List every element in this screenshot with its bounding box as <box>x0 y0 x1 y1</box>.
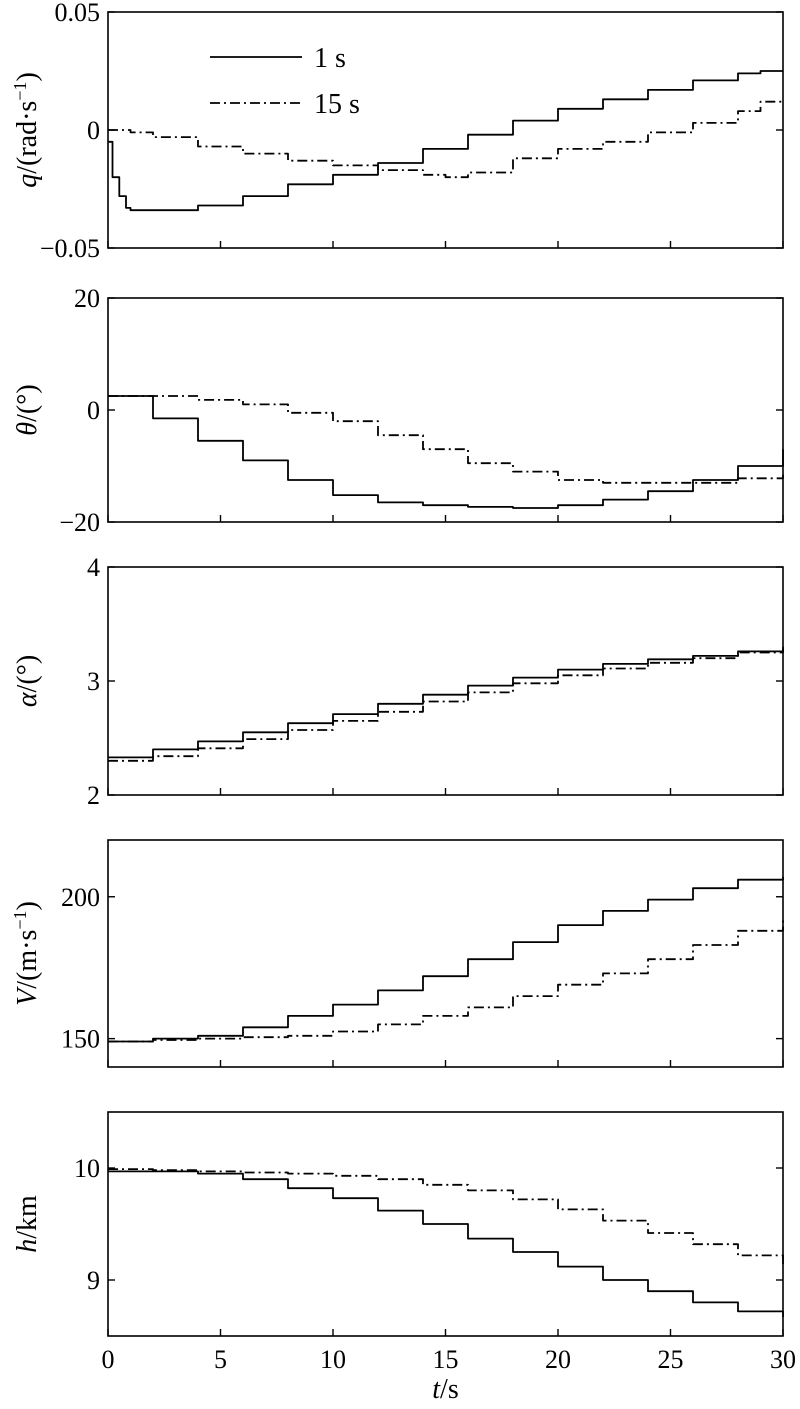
series-line-solid <box>108 70 783 212</box>
y-axis-label-unit: /(°) <box>12 655 43 693</box>
y-axis-label-unit: /(°) <box>12 384 43 422</box>
plot-frame <box>107 839 784 1068</box>
y-tick-label: −0.05 <box>40 234 100 263</box>
x-tick-label: 20 <box>545 1345 571 1374</box>
y-axis-label-close: ) <box>12 72 43 81</box>
y-tick-label: 9 <box>87 1266 100 1295</box>
series-line-dashdot <box>108 395 784 484</box>
series-line-dashdot <box>108 99 784 179</box>
y-tick-label: 200 <box>61 883 100 912</box>
series-line-solid <box>108 395 784 509</box>
x-axis-label-unit: /s <box>440 1374 459 1405</box>
y-tick-label: 0 <box>87 116 100 145</box>
y-tick-label: 3 <box>87 667 100 696</box>
panel-3: 2 3 4 α/(°) <box>12 553 784 810</box>
y-axis-label: θ/(°) <box>12 384 43 435</box>
panel-4: 150 200 V/(m·s−1) <box>10 839 784 1068</box>
y-axis-label-unit: /(m·s <box>12 930 43 989</box>
y-tick-label: 2 <box>87 781 100 810</box>
panel-2: −20 0 20 θ/(°) <box>12 284 784 537</box>
y-axis-label-close: ) <box>12 901 43 910</box>
x-tick-label: 0 <box>102 1345 115 1374</box>
series-line-solid <box>108 1170 784 1317</box>
y-tick-label: 4 <box>87 553 100 582</box>
x-tick-label: 30 <box>770 1345 796 1374</box>
y-axis-label-var: θ <box>12 422 43 436</box>
y-axis-label-unit: /(rad·s <box>12 101 43 174</box>
y-axis-label: h/km <box>12 1195 43 1253</box>
y-axis-label-sup: −1 <box>10 82 30 101</box>
y-axis-label: V/(m·s−1) <box>10 901 43 1006</box>
plot-frame <box>107 297 784 523</box>
series-line-dashdot <box>108 649 784 762</box>
x-axis-label-var: t <box>432 1374 441 1405</box>
y-tick-label: −20 <box>59 508 100 537</box>
legend: 1 s 15 s <box>210 43 360 120</box>
x-tick-label: 5 <box>214 1345 227 1374</box>
series-line-dashdot <box>108 916 784 1043</box>
plot-frame <box>107 11 784 249</box>
series-line-dashdot <box>108 1168 784 1266</box>
x-tick-label: 25 <box>658 1345 684 1374</box>
y-axis-label-var: h <box>12 1239 43 1253</box>
panel-5: 9 10 h/km 0 5 10 15 20 25 30 t/s <box>12 1111 796 1405</box>
plot-frame <box>107 566 784 796</box>
legend-label: 1 s <box>314 43 346 74</box>
y-tick-label: 0.05 <box>55 0 101 27</box>
legend-label: 15 s <box>314 89 360 120</box>
y-tick-label: 20 <box>74 284 100 313</box>
y-tick-label: 150 <box>61 1025 100 1054</box>
x-tick-label: 15 <box>433 1345 459 1374</box>
y-axis-label-var: q <box>12 174 43 188</box>
y-axis-label-unit: /km <box>12 1195 43 1239</box>
panel-1: −0.05 0 0.05 q/(rad·s−1) 1 s 15 s <box>10 0 784 263</box>
y-axis-label: α/(°) <box>12 655 43 707</box>
y-axis-label-sup: −1 <box>10 910 30 929</box>
x-axis-label: t/s <box>432 1374 458 1405</box>
y-tick-label: 0 <box>87 396 100 425</box>
y-axis-label-var: V <box>12 986 43 1006</box>
x-tick-label: 10 <box>320 1345 346 1374</box>
y-axis-label: q/(rad·s−1) <box>10 72 43 188</box>
y-tick-label: 10 <box>74 1154 100 1183</box>
series-line-solid <box>108 646 784 759</box>
series-line-solid <box>108 876 784 1043</box>
y-axis-label-var: α <box>12 691 43 707</box>
